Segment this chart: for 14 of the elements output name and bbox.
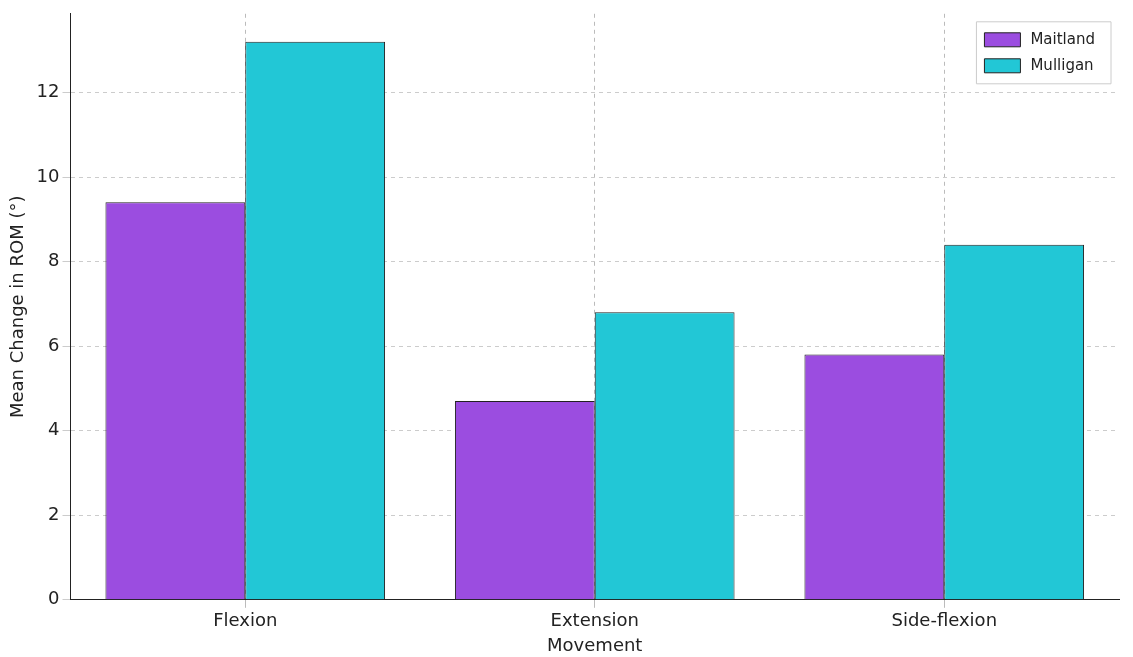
legend-label: Maitland	[1030, 29, 1096, 48]
x-tick-label: Side-flexion	[891, 609, 998, 631]
y-tick-label: 0	[48, 587, 60, 609]
y-tick-label: 8	[48, 249, 60, 271]
y-tick-label: 6	[48, 333, 60, 355]
x-tick-label: Extension	[550, 609, 639, 631]
x-tick-label: Flexion	[213, 609, 278, 631]
y-tick-label: 10	[36, 164, 60, 186]
y-tick-label: 12	[36, 80, 60, 102]
legend-label: Mulligan	[1030, 55, 1094, 74]
x-axis-title: Movement	[547, 633, 643, 655]
y-axis-title: Mean Change in ROM (°)	[6, 195, 28, 419]
y-tick-label: 2	[48, 502, 60, 524]
y-tick-label: 4	[48, 418, 60, 440]
